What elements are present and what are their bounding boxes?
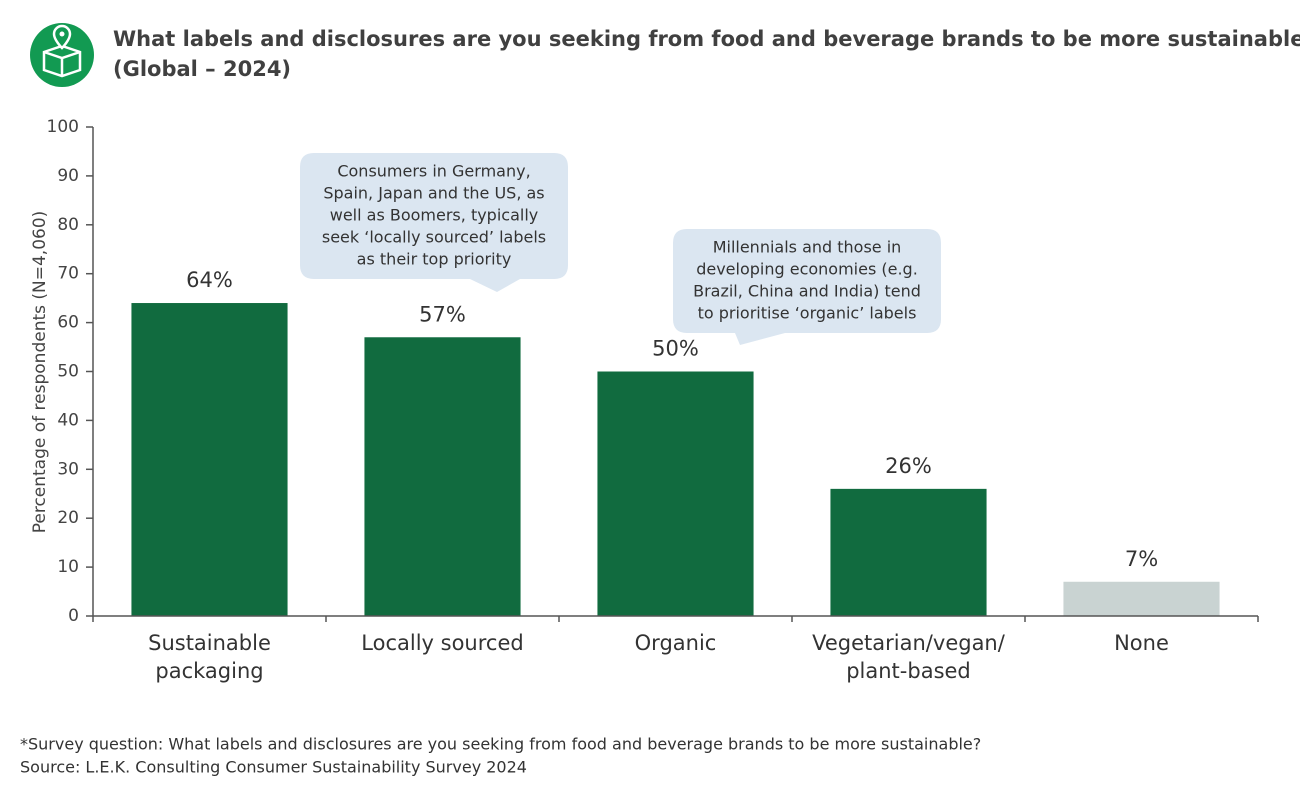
- value-label: 26%: [885, 454, 932, 478]
- x-tick-label: Organic: [635, 631, 717, 655]
- annotation: well as Boomers, typically: [330, 206, 539, 225]
- y-tick-label: 0: [68, 606, 79, 626]
- y-tick-label: 50: [57, 362, 79, 382]
- annotation: seek ‘locally sourced’ labels: [322, 228, 546, 247]
- y-axis-label: Percentage of respondents (N=4,060): [30, 211, 50, 534]
- y-tick-label: 60: [57, 313, 79, 333]
- y-tick-label: 30: [57, 459, 79, 479]
- x-tick-label: Locally sourced: [361, 631, 523, 655]
- footnote: Source: L.E.K. Consulting Consumer Susta…: [20, 758, 527, 777]
- y-tick-label: 70: [57, 264, 79, 284]
- annotation: developing economies (e.g.: [696, 260, 918, 279]
- annotation: Brazil, China and India) tend: [693, 282, 921, 301]
- annotation: Consumers in Germany,: [337, 162, 530, 181]
- y-tick-label: 90: [57, 166, 79, 186]
- chart-title: What labels and disclosures are you seek…: [113, 27, 1300, 51]
- y-tick-label: 10: [57, 557, 79, 577]
- annotation: Millennials and those in: [713, 238, 902, 257]
- y-tick-label: 80: [57, 215, 79, 235]
- x-tick-label: Sustainable: [148, 631, 271, 655]
- bar: [1063, 581, 1220, 616]
- value-label: 7%: [1125, 547, 1158, 571]
- x-tick-label: packaging: [155, 659, 263, 683]
- bar: [131, 303, 288, 616]
- x-tick-label: None: [1114, 631, 1169, 655]
- annotation: as their top priority: [357, 250, 512, 269]
- chart-subtitle: (Global – 2024): [113, 57, 291, 81]
- bar: [364, 337, 521, 616]
- y-tick-label: 100: [47, 117, 79, 137]
- annotation: to prioritise ‘organic’ labels: [698, 304, 917, 323]
- y-tick-label: 20: [57, 508, 79, 528]
- footnote: *Survey question: What labels and disclo…: [20, 735, 981, 754]
- y-tick-label: 40: [57, 410, 79, 430]
- annotation: Spain, Japan and the US, as: [323, 184, 544, 203]
- value-label: 50%: [652, 337, 699, 361]
- x-tick-label: Vegetarian/vegan/: [812, 631, 1006, 655]
- bar: [830, 488, 987, 616]
- value-label: 64%: [186, 268, 233, 292]
- callout: [673, 229, 941, 345]
- icon: [30, 23, 94, 87]
- callout: [300, 153, 568, 292]
- value-label: 57%: [419, 302, 466, 326]
- x-tick-label: plant-based: [846, 659, 971, 683]
- bar: [597, 371, 754, 616]
